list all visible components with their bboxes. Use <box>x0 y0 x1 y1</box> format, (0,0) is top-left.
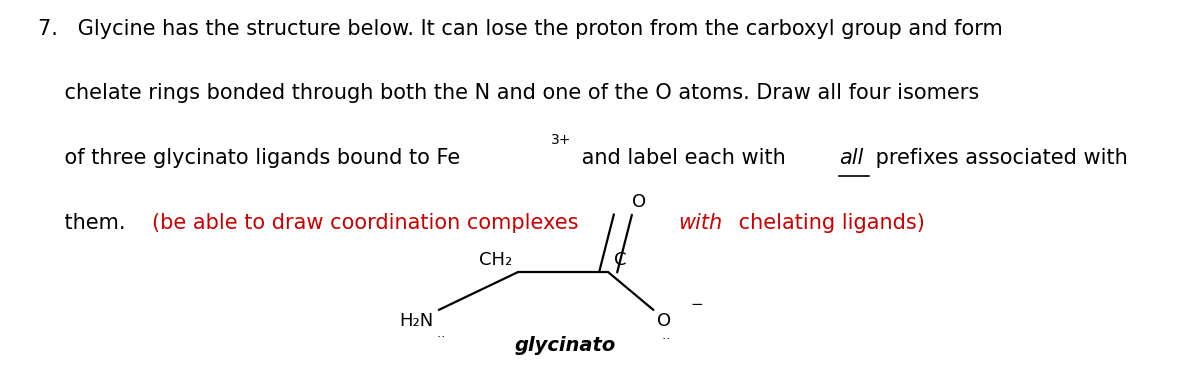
Text: 7.   Glycine has the structure below. It can lose the proton from the carboxyl g: 7. Glycine has the structure below. It c… <box>38 19 1003 39</box>
Text: ‥: ‥ <box>437 327 445 340</box>
Text: 3+: 3+ <box>551 134 571 148</box>
Text: prefixes associated with: prefixes associated with <box>869 148 1128 168</box>
Text: O: O <box>632 193 646 211</box>
Text: chelating ligands): chelating ligands) <box>732 213 925 233</box>
Text: H₂N: H₂N <box>398 312 433 330</box>
Text: CH₂: CH₂ <box>479 251 512 269</box>
Text: with: with <box>678 213 722 233</box>
Text: chelate rings bonded through both the N and one of the O atoms. Draw all four is: chelate rings bonded through both the N … <box>38 84 979 103</box>
Text: ‥: ‥ <box>661 329 670 342</box>
Text: and label each with: and label each with <box>575 148 793 168</box>
Text: all: all <box>839 148 864 168</box>
Text: O: O <box>656 312 671 330</box>
Text: −: − <box>691 297 703 312</box>
Text: C: C <box>614 251 626 269</box>
Text: glycinato: glycinato <box>515 336 616 355</box>
Text: them.: them. <box>38 213 132 233</box>
Text: (be able to draw coordination complexes: (be able to draw coordination complexes <box>152 213 586 233</box>
Text: of three glycinato ligands bound to Fe: of three glycinato ligands bound to Fe <box>38 148 461 168</box>
